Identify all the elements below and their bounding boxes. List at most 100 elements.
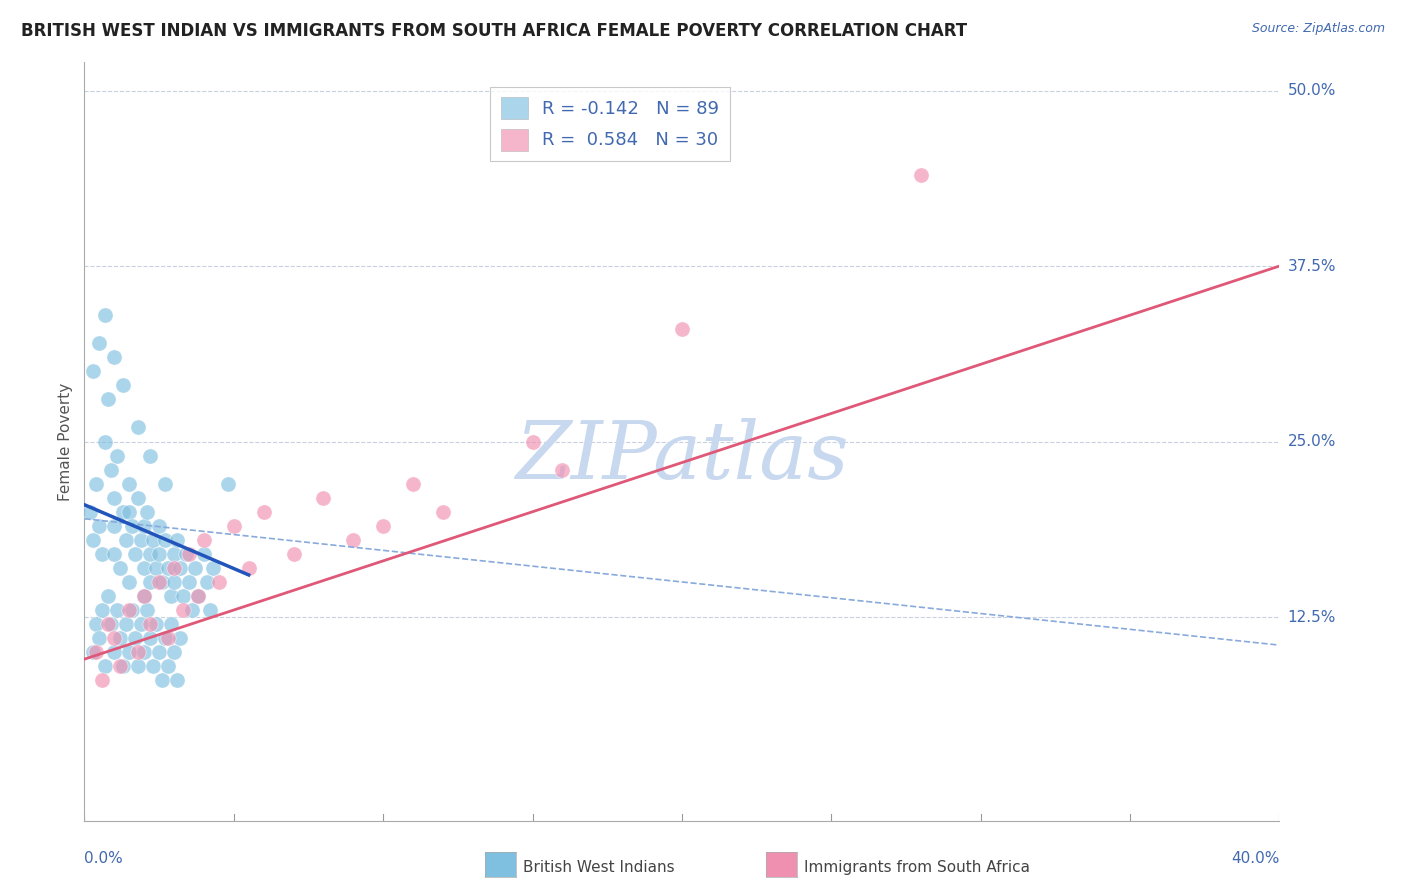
Text: 50.0%: 50.0% [1288,83,1336,98]
Point [82,645,104,659]
Text: 25.0%: 25.0% [1288,434,1336,449]
Point [148,645,170,659]
Point [150,574,173,589]
Point [103,645,125,659]
Point [145,617,167,632]
Point [121,518,143,533]
Point [94,434,117,449]
Point [82,533,104,547]
Point [118,603,141,617]
Point [110,659,132,673]
Point [124,547,146,561]
Point [139,617,162,632]
Point [169,561,191,575]
Point [551,462,574,476]
Point [177,574,200,589]
Point [105,449,128,463]
Point [103,351,125,365]
Point [136,505,159,519]
Point [132,589,156,603]
Point [169,631,191,645]
Point [283,547,305,561]
Point [86,645,108,659]
Point [103,518,125,533]
Point [150,673,173,688]
Text: ZIPatlas: ZIPatlas [515,418,849,495]
Point [148,574,170,589]
Point [103,631,125,645]
Point [145,561,167,575]
Point [91,603,114,617]
Point [217,476,239,491]
Point [132,518,156,533]
Point [82,364,104,378]
Point [79,505,101,519]
Point [112,659,135,673]
Point [163,574,186,589]
Text: 40.0%: 40.0% [1232,851,1279,866]
Point [100,617,122,632]
Point [153,476,176,491]
Point [153,533,176,547]
Point [112,505,135,519]
Point [222,518,245,533]
Point [127,491,149,505]
Point [139,574,162,589]
Point [89,518,111,533]
Point [153,631,176,645]
Point [100,462,122,476]
Point [671,322,693,336]
Point [103,491,125,505]
Point [142,659,165,673]
Point [208,574,231,589]
Point [132,561,156,575]
Point [160,589,183,603]
Point [187,589,209,603]
Point [157,561,180,575]
Point [132,645,156,659]
Point [373,518,395,533]
Point [432,505,454,519]
Point [129,617,152,632]
Point [139,631,162,645]
Point [193,533,215,547]
Point [127,645,149,659]
Point [312,491,335,505]
Point [184,561,207,575]
Point [91,547,114,561]
Point [181,603,204,617]
Point [118,505,141,519]
Point [201,561,224,575]
Point [163,561,186,575]
Point [118,645,141,659]
Point [187,589,209,603]
Legend: R = -0.142   N = 89, R =  0.584   N = 30: R = -0.142 N = 89, R = 0.584 N = 30 [491,87,730,161]
Point [910,168,932,182]
Point [103,547,125,561]
Point [139,449,162,463]
Point [89,336,111,351]
Point [198,603,221,617]
Point [342,533,364,547]
Point [163,547,186,561]
Point [522,434,544,449]
Point [112,378,135,392]
Point [157,659,180,673]
Text: Source: ZipAtlas.com: Source: ZipAtlas.com [1251,22,1385,36]
Point [94,659,117,673]
Point [136,603,159,617]
Text: 12.5%: 12.5% [1288,609,1336,624]
Point [172,589,194,603]
Point [174,547,197,561]
Point [127,420,149,434]
Point [86,617,108,632]
Point [177,547,200,561]
Y-axis label: Female Poverty: Female Poverty [58,383,73,500]
Point [160,617,183,632]
Point [91,673,114,688]
Point [129,533,152,547]
Point [142,533,165,547]
Point [97,589,120,603]
Point [118,476,141,491]
Point [195,574,218,589]
